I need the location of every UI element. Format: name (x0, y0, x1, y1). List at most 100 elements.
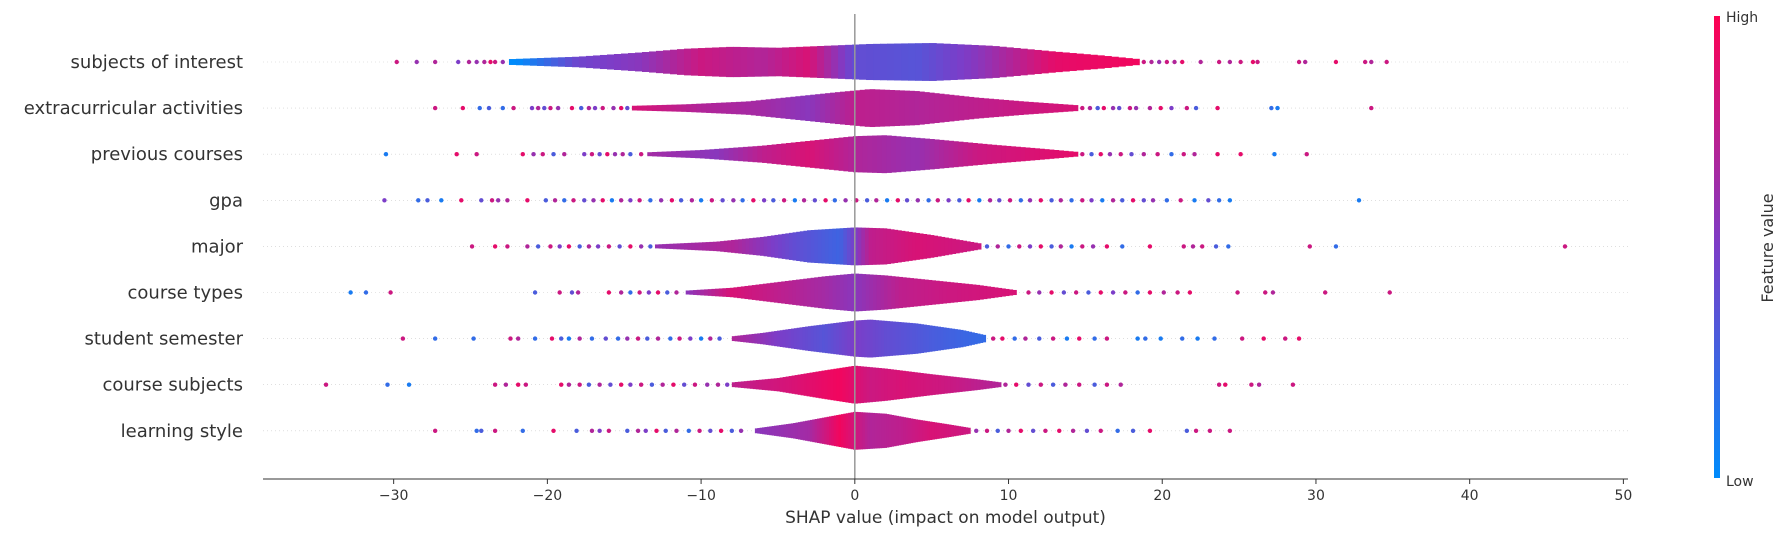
data-point (686, 428, 691, 433)
data-point (591, 198, 596, 203)
violin-slice (915, 323, 919, 354)
violin-slice (806, 373, 811, 397)
data-point (1110, 198, 1116, 203)
violin-slice (709, 241, 714, 251)
violin-slice (953, 141, 959, 168)
violin-slice (977, 333, 981, 344)
data-point (1130, 198, 1136, 203)
violin-slice (733, 147, 739, 161)
violin-slice (683, 243, 689, 250)
violin-slice (800, 374, 805, 396)
violin-slice (661, 104, 668, 112)
violin-slice (905, 371, 909, 399)
data-point (551, 152, 556, 157)
violin-slice (900, 416, 904, 445)
data-point (1190, 244, 1196, 249)
violin-slice (675, 150, 682, 158)
data-point (1235, 290, 1240, 295)
violin-slice (876, 413, 880, 449)
data-point (1147, 244, 1153, 249)
data-point (492, 59, 498, 65)
data-point (1098, 290, 1103, 295)
data-point (1133, 105, 1139, 111)
violin-slice (699, 149, 706, 159)
violin-slice (690, 150, 696, 159)
violin-slice (985, 45, 993, 79)
violin-slice (982, 334, 987, 343)
violin-slice (738, 239, 743, 254)
data-point (385, 382, 390, 387)
violin-slice (802, 326, 806, 351)
data-point (505, 244, 510, 249)
data-point (557, 290, 562, 295)
violin-slice (983, 98, 990, 118)
violin-slice (929, 92, 935, 124)
data-point (1238, 59, 1243, 65)
violin-slice (764, 379, 769, 391)
data-point (394, 59, 399, 65)
data-point (1155, 152, 1160, 157)
data-point (618, 105, 624, 111)
violin-slice (727, 240, 732, 253)
data-point (1187, 290, 1193, 295)
violin-slice (922, 420, 926, 442)
violin-slice (909, 90, 915, 126)
violin-slice (654, 244, 660, 249)
violin-slice (911, 371, 915, 398)
data-point (486, 105, 492, 111)
violin-slice (755, 284, 760, 301)
violin-slice (743, 381, 748, 389)
violin-slice (895, 415, 899, 446)
violin-slice (1043, 102, 1049, 114)
violin-slice (857, 366, 861, 404)
violin-slice (769, 426, 773, 436)
violin-slice (1118, 57, 1126, 67)
data-point (718, 428, 724, 433)
violin-slice (854, 227, 859, 266)
violin-slice (838, 137, 844, 171)
violin-slice (869, 89, 876, 128)
data-point (425, 198, 430, 203)
violin-slice (847, 321, 851, 356)
violin-slice (860, 366, 864, 404)
violin-slice (571, 56, 580, 68)
violin-slice (719, 148, 725, 160)
feature-label: extracurricular activities (24, 98, 243, 119)
violin-slice (954, 329, 958, 349)
violin-slice (912, 323, 916, 355)
violin-slice (805, 95, 811, 121)
data-point (477, 105, 482, 111)
violin-slice (872, 274, 878, 311)
violin-slice (958, 426, 962, 436)
data-point (1180, 336, 1185, 341)
violin-slice (685, 290, 690, 295)
violin-slice (799, 231, 805, 262)
violin-slice (1076, 53, 1084, 71)
data-point (520, 152, 525, 157)
data-point (674, 428, 679, 433)
data-point (1184, 105, 1190, 111)
data-point (1018, 198, 1024, 203)
violin-slice (701, 103, 707, 113)
violin-slice (731, 239, 736, 253)
violin-slice (867, 319, 871, 358)
violin-slice (1041, 50, 1049, 74)
violin-slice (824, 417, 828, 445)
violin-slice (843, 274, 848, 311)
violin-slice (943, 94, 950, 122)
violin-slice (714, 148, 720, 160)
data-point (1356, 198, 1362, 203)
violin-slice (771, 331, 775, 346)
data-point (648, 244, 653, 249)
violin-slice (779, 330, 784, 347)
data-point (577, 382, 582, 387)
data-point (689, 198, 695, 203)
violin-slice (716, 241, 721, 252)
violin-slice (992, 46, 1000, 78)
violin-slice (854, 365, 858, 404)
data-point (595, 244, 601, 249)
violin-slice (825, 276, 830, 309)
data-point (348, 290, 353, 295)
data-point (1063, 382, 1068, 387)
violin-slice (894, 43, 902, 81)
